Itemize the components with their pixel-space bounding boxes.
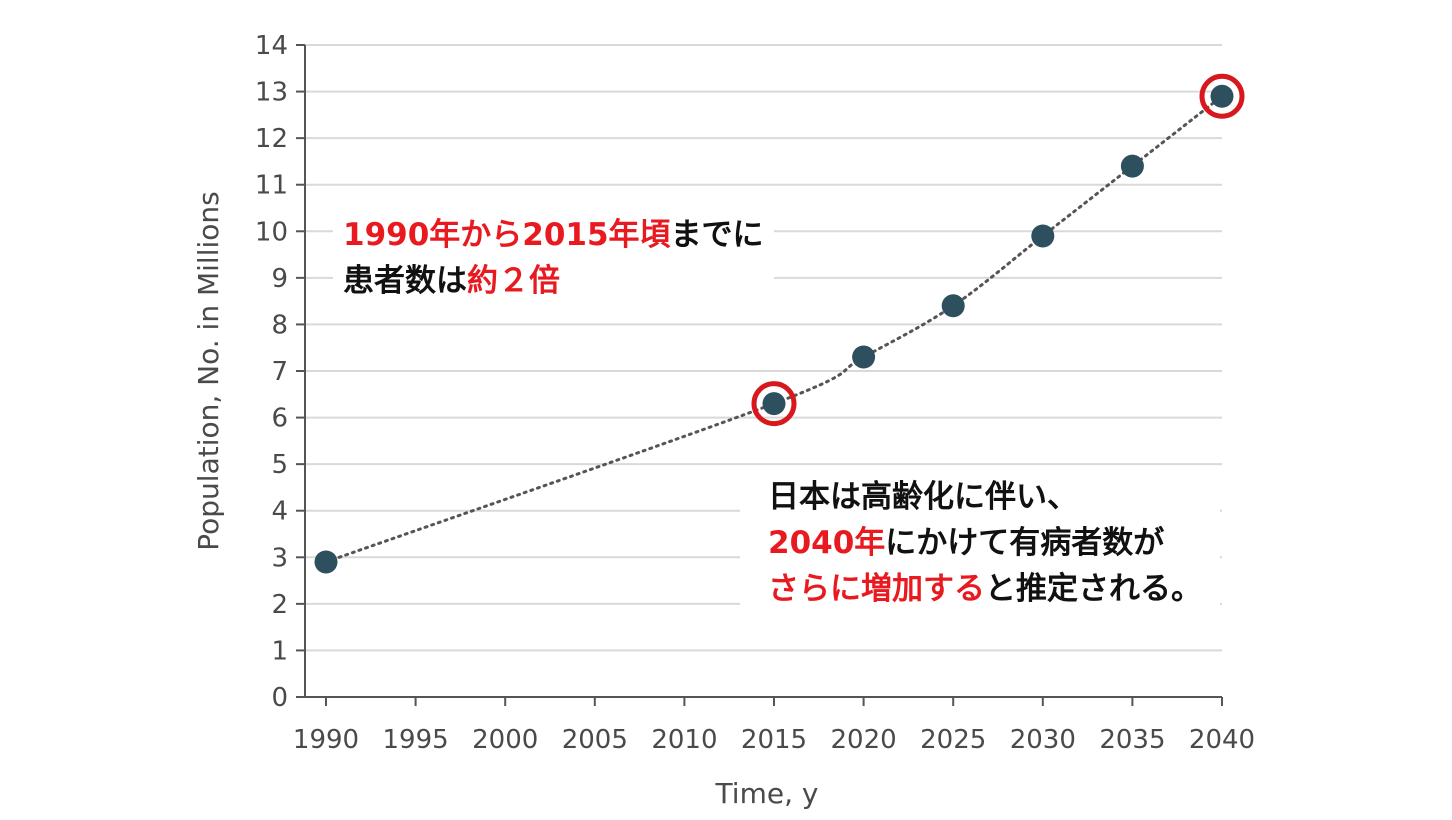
highlight-rings [751, 73, 1245, 427]
annotation-projection-line2: 2040年にかけて有病者数が [768, 520, 1202, 566]
annotation-doubling: 1990年から2015年頃までに 患者数は約２倍 [333, 208, 774, 308]
data-point [1120, 154, 1144, 178]
data-point [1210, 84, 1234, 108]
annotation-projection-line3: さらに増加すると推定される。 [768, 566, 1202, 612]
data-point [314, 550, 338, 574]
data-point [762, 392, 786, 416]
annotation-projection-text-prevalence: にかけて有病者数が [885, 525, 1165, 561]
data-points [314, 84, 1234, 574]
x-tick-label: 2030 [1010, 725, 1076, 755]
annotation-doubling-highlight-period: 1990年から2015年頃 [343, 217, 671, 253]
data-point [941, 294, 965, 318]
annotation-projection-highlight-year: 2040年 [768, 525, 886, 561]
x-tick-label: 2025 [920, 725, 986, 755]
x-axis-title: Time, y [715, 777, 819, 810]
axes [296, 44, 1223, 706]
y-tick-label: 0 [271, 683, 288, 713]
annotation-projection-line1: 日本は高齢化に伴い、 [768, 479, 1078, 515]
y-tick-label: 11 [255, 171, 288, 201]
y-tick-label: 2 [271, 590, 288, 620]
annotation-projection-highlight-increase: さらに増加する [768, 571, 985, 607]
data-point [852, 345, 876, 369]
x-tick-label: 2035 [1099, 725, 1165, 755]
y-tick-label: 10 [255, 217, 288, 247]
x-tick-labels: 1990 1995 2000 2005 2010 2015 2020 2025 2030 2035… [293, 725, 1255, 755]
y-tick-label: 14 [255, 31, 288, 61]
annotation-doubling-text-patients: 患者数は [343, 263, 467, 299]
x-tick-label: 2015 [741, 725, 807, 755]
annotation-doubling-highlight-double: 約２倍 [467, 263, 560, 299]
annotation-projection-text-estimated: と推定される。 [985, 571, 1202, 607]
y-tick-label: 1 [271, 636, 288, 666]
x-tick-label: 2005 [562, 725, 628, 755]
y-tick-label: 12 [255, 124, 288, 154]
trend-line [324, 94, 1224, 564]
annotation-projection: 日本は高齢化に伴い、 2040年にかけて有病者数が さらに増加すると推定される。 [740, 466, 1220, 620]
y-tick-label: 3 [271, 543, 288, 573]
x-tick-label: 1995 [383, 725, 449, 755]
y-axis-title: Population, No. in Millions [192, 191, 225, 550]
y-tick-label: 9 [271, 264, 288, 294]
x-tick-label: 1990 [293, 725, 359, 755]
y-tick-label: 7 [271, 357, 288, 387]
data-point [1031, 224, 1055, 248]
annotation-doubling-text-until: までに [670, 217, 764, 253]
y-tick-label: 13 [255, 78, 288, 108]
y-tick-label: 4 [271, 497, 288, 527]
y-tick-label: 5 [271, 450, 288, 480]
x-tick-label: 2010 [651, 725, 717, 755]
annotation-doubling-line2: 患者数は約２倍 [343, 258, 764, 304]
annotation-doubling-line1: 1990年から2015年頃までに [343, 212, 764, 258]
x-tick-label: 2000 [472, 725, 538, 755]
highlight-ring [1199, 73, 1245, 119]
highlight-ring [751, 381, 797, 427]
y-tick-label: 8 [271, 310, 288, 340]
y-tick-label: 6 [271, 404, 288, 434]
x-tick-label: 2040 [1189, 725, 1255, 755]
x-tick-label: 2020 [831, 725, 897, 755]
